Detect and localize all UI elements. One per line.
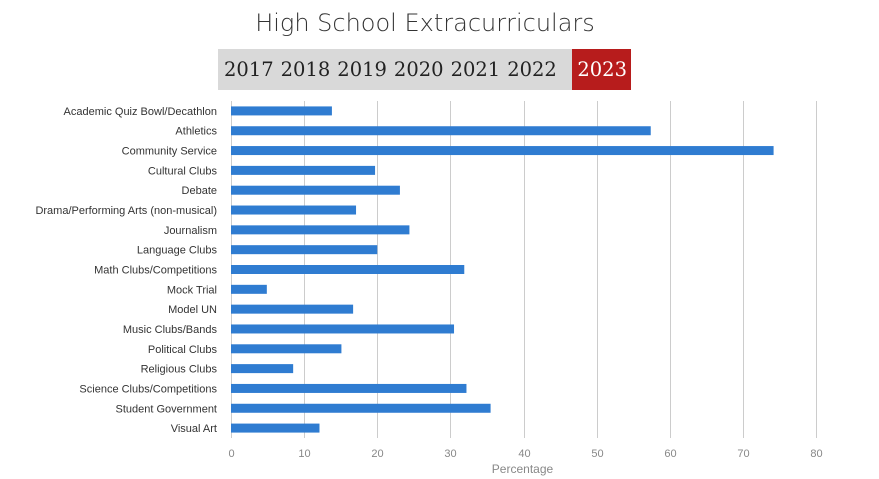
category-label: Math Clubs/Competitions — [94, 265, 217, 277]
bar[interactable] — [231, 304, 354, 314]
year-selector: 2017 2018 2019 2020 2021 2022 2023 — [218, 49, 631, 90]
year-tab-2019[interactable]: 2019 — [337, 58, 387, 81]
category-label: Debate — [182, 185, 217, 197]
category-label: Journalism — [164, 225, 217, 237]
x-tick-label: 70 — [737, 448, 749, 460]
category-label: Model UN — [168, 304, 217, 316]
bar[interactable] — [231, 284, 267, 294]
x-tick-label: 80 — [810, 448, 822, 460]
year-tab-2022[interactable]: 2022 — [507, 58, 557, 81]
category-label: Political Clubs — [148, 344, 218, 356]
category-label: Language Clubs — [137, 245, 218, 257]
x-tick-label: 10 — [298, 448, 310, 460]
bar[interactable] — [231, 383, 467, 393]
bar[interactable] — [231, 146, 774, 156]
bar[interactable] — [231, 403, 491, 413]
year-tab-2018[interactable]: 2018 — [280, 58, 331, 81]
x-tick-label: 0 — [228, 448, 234, 460]
year-tab-2023[interactable]: 2023 — [572, 49, 631, 90]
bar[interactable] — [231, 185, 400, 195]
category-label: Community Service — [122, 146, 217, 158]
bar[interactable] — [231, 106, 332, 116]
category-label: Academic Quiz Bowl/Decathlon — [64, 106, 217, 118]
chart-title: High School Extracurriculars — [255, 9, 595, 37]
bar[interactable] — [231, 364, 294, 374]
bar[interactable] — [231, 165, 376, 175]
category-label: Cultural Clubs — [148, 165, 218, 177]
year-tab-2020[interactable]: 2020 — [393, 58, 444, 81]
x-tick-label: 40 — [518, 448, 530, 460]
category-label: Music Clubs/Bands — [123, 324, 218, 336]
bar[interactable] — [231, 324, 455, 334]
category-label: Athletics — [175, 126, 217, 138]
bar[interactable] — [231, 205, 357, 215]
bar[interactable] — [231, 423, 320, 433]
x-tick-label: 30 — [444, 448, 456, 460]
bar[interactable] — [231, 225, 410, 235]
category-label: Mock Trial — [167, 284, 217, 296]
bar[interactable] — [231, 265, 465, 274]
category-label: Religious Clubs — [141, 364, 218, 376]
category-label: Science Clubs/Competitions — [79, 383, 217, 395]
category-label: Student Government — [115, 403, 217, 415]
bar[interactable] — [231, 344, 342, 354]
year-tab-2021[interactable]: 2021 — [450, 58, 501, 81]
x-tick-label: 60 — [664, 448, 676, 460]
x-axis-label: Percentage — [492, 462, 554, 476]
category-label: Visual Art — [171, 423, 217, 435]
bar[interactable] — [231, 245, 378, 255]
category-label: Drama/Performing Arts (non-musical) — [35, 205, 217, 217]
x-tick-label: 20 — [371, 448, 383, 460]
year-tab-2017[interactable]: 2017 — [224, 58, 274, 81]
bar[interactable] — [231, 126, 651, 136]
x-tick-label: 50 — [591, 448, 603, 460]
